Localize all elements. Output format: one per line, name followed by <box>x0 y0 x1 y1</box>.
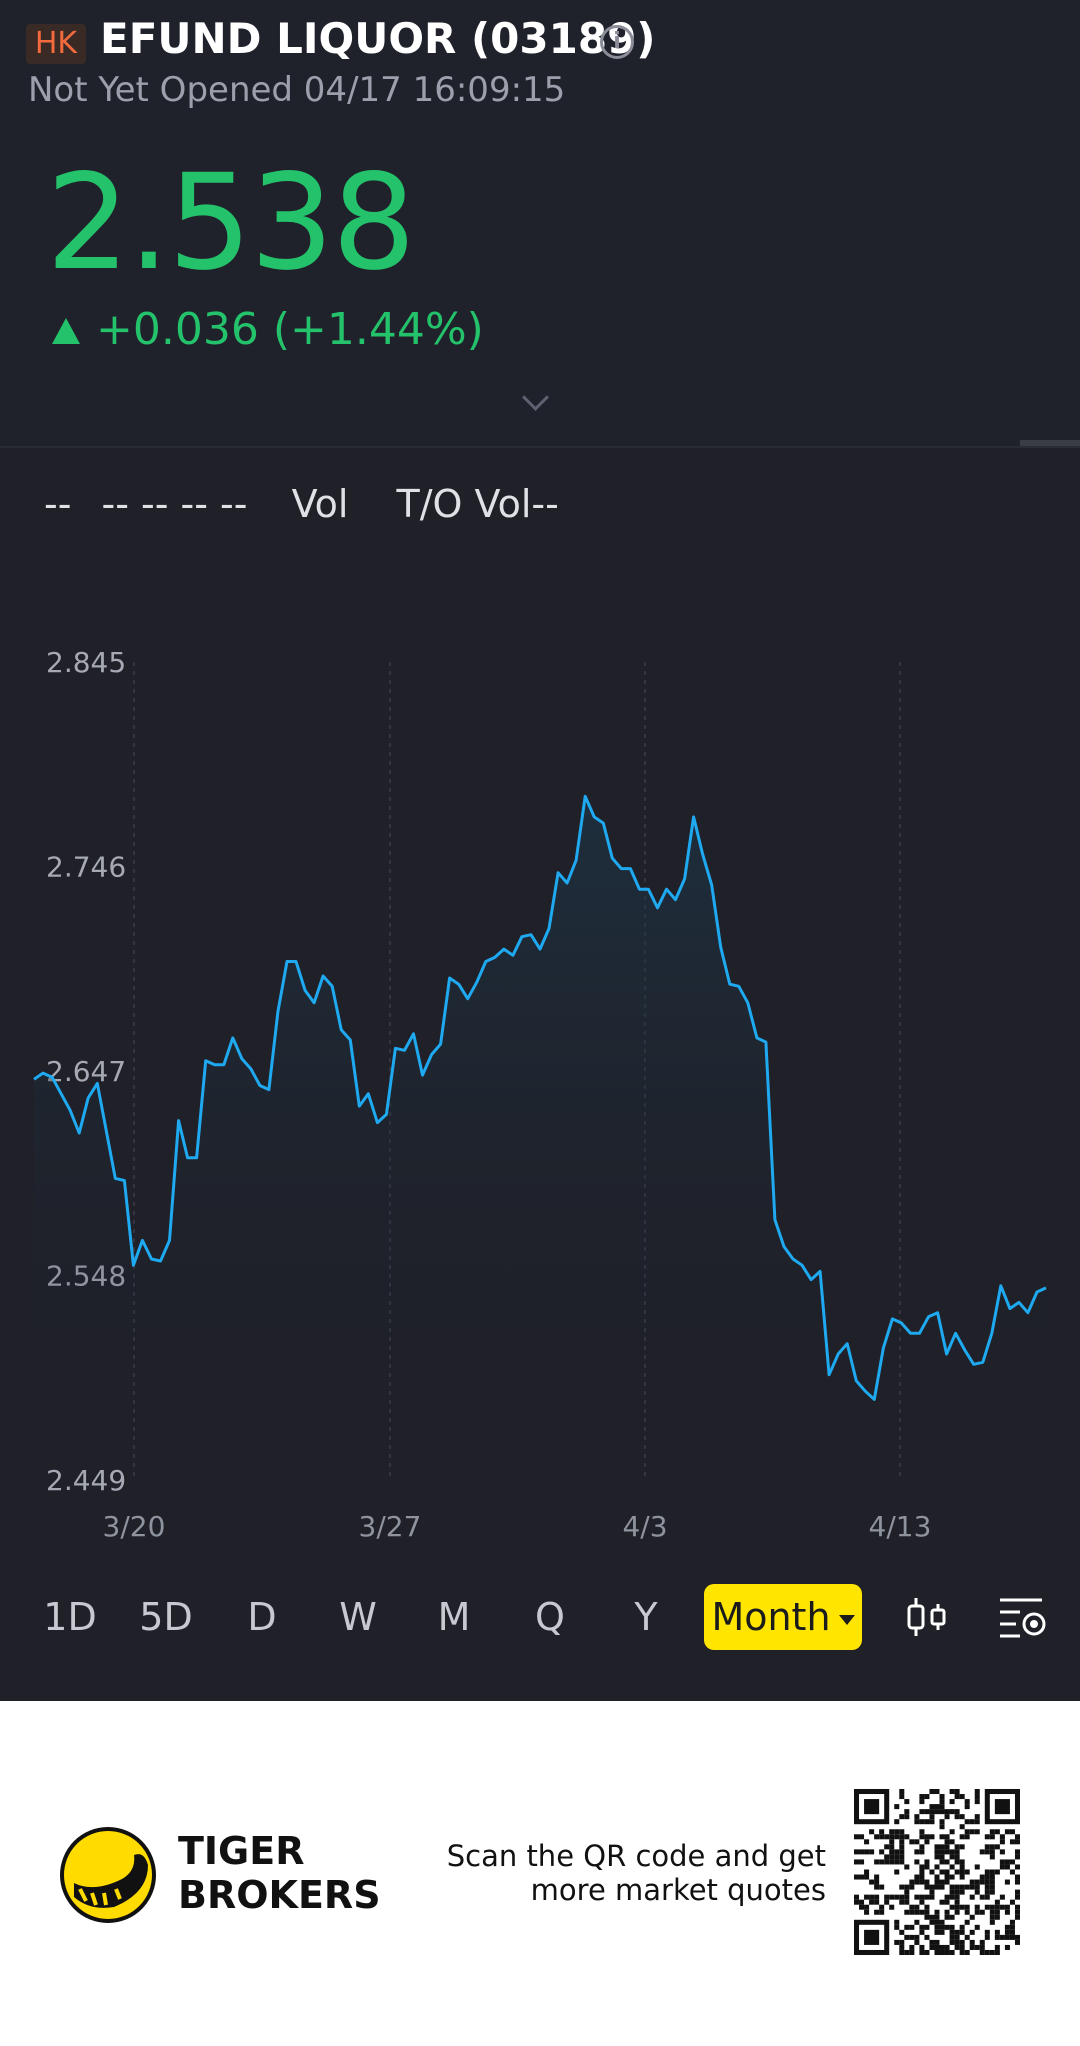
brand-line: BROKERS <box>178 1873 381 1917</box>
expand-icon[interactable] <box>522 384 549 411</box>
divider <box>0 446 1080 448</box>
brand-line: TIGER <box>178 1829 305 1873</box>
up-arrow-icon <box>52 318 80 344</box>
vol-label[interactable]: Vol <box>291 482 349 526</box>
period-1d[interactable]: 1D <box>43 1595 97 1639</box>
y-tick-label: 2.746 <box>46 851 126 884</box>
chart-settings-icon[interactable] <box>996 1594 1048 1640</box>
period-month-label: Month <box>711 1595 831 1639</box>
period-month-dropdown[interactable]: Month <box>704 1584 862 1650</box>
period-m[interactable]: M <box>437 1595 471 1639</box>
qr-code-icon[interactable] <box>854 1789 1020 1955</box>
price-area <box>34 796 1046 1480</box>
x-tick-label: 3/20 <box>103 1510 166 1540</box>
x-tick-label: 4/3 <box>622 1510 667 1540</box>
indicator-dash: -- <box>44 482 72 526</box>
scan-line: Scan the QR code and get <box>446 1839 826 1873</box>
quote-panel: HK EFUND LIQUOR (03189) i Not Yet Opened… <box>0 0 1080 1701</box>
x-tick-label: 4/13 <box>869 1510 932 1540</box>
turnover-label[interactable]: T/O Vol-- <box>396 482 559 526</box>
price-line <box>33 794 1047 1401</box>
indicator-bar: -- -- -- -- -- Vol T/O Vol-- <box>44 482 577 526</box>
period-q[interactable]: Q <box>535 1595 565 1639</box>
brand-name: TIGER BROKERS <box>178 1829 381 1917</box>
market-badge: HK <box>26 24 86 64</box>
footer-banner: TIGER BROKERS Scan the QR code and get m… <box>0 1701 1080 2046</box>
period-5d[interactable]: 5D <box>139 1595 193 1639</box>
quote-header: HK EFUND LIQUOR (03189) i Not Yet Opened… <box>0 0 1080 448</box>
header-accent <box>1020 440 1080 446</box>
candlestick-icon[interactable] <box>904 1594 948 1640</box>
caret-down-icon <box>838 1614 855 1625</box>
last-price: 2.538 <box>46 146 416 300</box>
stock-title: EFUND LIQUOR (03189) <box>100 14 656 63</box>
scan-prompt: Scan the QR code and get more market quo… <box>447 1839 826 1907</box>
indicator-dashes: -- -- -- -- <box>101 482 248 526</box>
period-w[interactable]: W <box>339 1595 377 1639</box>
period-y[interactable]: Y <box>634 1595 658 1639</box>
scan-line: more market quotes <box>530 1873 826 1907</box>
x-tick-label: 3/27 <box>359 1510 422 1540</box>
y-tick-label: 2.647 <box>46 1055 126 1088</box>
y-tick-label: 2.845 <box>46 646 126 679</box>
price-change: +0.036 (+1.44%) <box>96 304 484 355</box>
tiger-logo-icon <box>60 1827 156 1923</box>
period-bar: 1D 5D D W M Q Y Month <box>0 1584 1080 1650</box>
info-icon[interactable]: i <box>600 25 634 59</box>
market-status: Not Yet Opened 04/17 16:09:15 <box>28 70 566 110</box>
period-d[interactable]: D <box>247 1595 277 1639</box>
